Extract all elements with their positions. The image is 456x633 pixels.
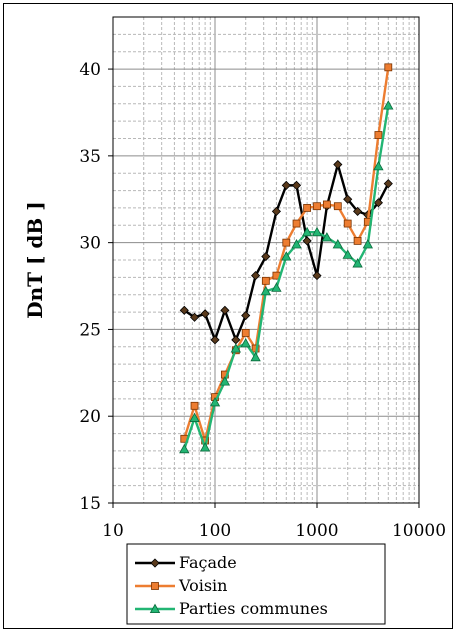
data-point-diamond <box>189 312 200 322</box>
data-point-diamond <box>210 335 220 345</box>
x-tick-label: 10 <box>102 521 124 541</box>
data-point-square <box>313 202 321 211</box>
x-tick-label: 10000 <box>392 521 446 541</box>
data-point-triangle <box>332 239 344 249</box>
legend-label: Parties communes <box>179 599 328 618</box>
x-tick-label: 1000 <box>295 521 338 541</box>
data-point-triangle <box>189 412 200 422</box>
data-point-square <box>282 238 291 247</box>
data-point-triangle <box>209 397 221 407</box>
data-point-triangle <box>240 337 251 348</box>
data-point-square <box>261 276 270 285</box>
data-point-diamond <box>383 179 393 189</box>
data-point-triangle <box>199 442 211 452</box>
series-2 <box>179 100 394 454</box>
y-tick-label: 15 <box>79 494 101 514</box>
y-tick-label: 40 <box>79 60 101 80</box>
data-point-diamond <box>251 271 261 281</box>
x-tick-label: 100 <box>199 521 231 541</box>
data-point-square <box>333 202 342 211</box>
data-point-triangle <box>301 226 313 237</box>
data-point-diamond <box>373 198 383 208</box>
data-point-diamond <box>179 305 189 315</box>
data-point-diamond <box>281 180 291 190</box>
data-point-triangle <box>250 351 261 362</box>
data-point-triangle <box>281 251 292 261</box>
y-tick-label: 35 <box>79 147 101 167</box>
data-point-triangle <box>352 258 363 268</box>
data-point-triangle <box>291 239 302 249</box>
data-point-triangle <box>179 443 190 454</box>
data-point-triangle <box>373 160 384 171</box>
data-point-diamond <box>302 236 312 246</box>
data-point-diamond <box>271 206 281 216</box>
y-tick-label: 25 <box>79 320 101 340</box>
plot-border <box>112 16 420 504</box>
data-point-diamond <box>200 309 210 319</box>
data-point-diamond <box>150 558 160 568</box>
data-point-square <box>292 219 301 228</box>
data-point-triangle <box>271 282 282 292</box>
data-point-square <box>303 204 312 212</box>
legend-label: Façade <box>179 553 237 572</box>
data-point-triangle <box>321 232 333 242</box>
data-point-square <box>241 328 250 337</box>
data-point-square <box>343 219 352 228</box>
data-point-triangle <box>311 226 323 237</box>
legend-box <box>126 543 386 625</box>
series-0 <box>179 159 393 345</box>
data-point-square <box>353 237 362 245</box>
data-point-square <box>384 63 393 72</box>
y-tick-label: 30 <box>79 234 101 254</box>
data-point-diamond <box>333 159 343 170</box>
data-point-triangle <box>383 100 394 110</box>
data-point-square <box>190 401 199 410</box>
data-point-triangle <box>260 285 272 296</box>
data-point-triangle <box>230 343 242 353</box>
data-point-triangle <box>342 249 353 259</box>
legend: Façade Voisin Parties communes <box>126 543 386 625</box>
data-point-triangle <box>362 239 374 249</box>
data-point-square <box>151 582 159 590</box>
data-point-diamond <box>353 206 363 216</box>
data-point-triangle <box>219 376 231 386</box>
data-point-diamond <box>291 180 302 190</box>
data-point-diamond <box>241 310 251 321</box>
y-axis-label: DnT [ dB ] <box>23 201 47 318</box>
data-point-square <box>322 200 331 209</box>
x-axis: 10 100 1000 10000 <box>102 503 446 541</box>
data-point-diamond <box>312 271 322 281</box>
series-group <box>179 63 394 454</box>
data-point-diamond <box>261 251 271 262</box>
data-point-diamond <box>220 305 230 315</box>
legend-label: Voisin <box>178 576 227 595</box>
y-tick-label: 20 <box>79 407 101 427</box>
y-axis: 15 20 25 30 35 40 <box>79 60 113 514</box>
data-point-square <box>374 131 383 139</box>
data-point-triangle <box>149 603 161 613</box>
data-point-diamond <box>343 194 353 204</box>
